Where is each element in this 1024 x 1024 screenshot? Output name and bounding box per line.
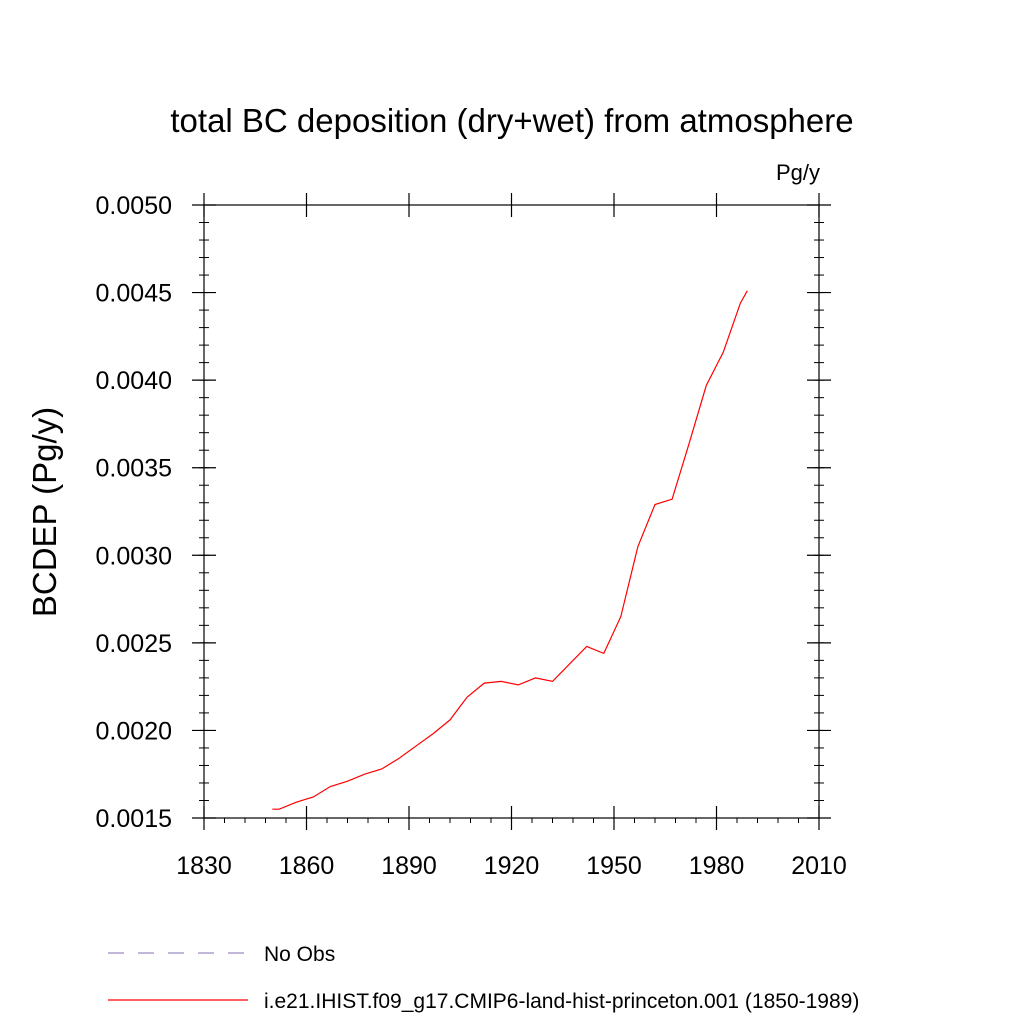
y-tick-label: 0.0030	[96, 542, 172, 570]
y-tick-label: 0.0045	[96, 280, 172, 308]
y-tick-label: 0.0035	[96, 455, 172, 483]
y-tick-label: 0.0040	[96, 367, 172, 395]
chart-title: total BC deposition (dry+wet) from atmos…	[170, 102, 853, 139]
x-tick-label: 1980	[689, 852, 745, 880]
units-label: Pg/y	[776, 160, 820, 185]
x-tick-label: 1920	[484, 852, 540, 880]
x-tick-label: 1950	[586, 852, 642, 880]
x-tick-label: 1890	[381, 852, 437, 880]
x-tick-label: 1860	[279, 852, 335, 880]
y-axis-label: BCDEP (Pg/y)	[26, 407, 63, 617]
y-tick-label: 0.0025	[96, 630, 172, 658]
legend-label-1: i.e21.IHIST.f09_g17.CMIP6-land-hist-prin…	[264, 990, 859, 1013]
y-tick-labels: 0.0015 0.0020 0.0025 0.0030 0.0035 0.0040 0.00…	[96, 192, 172, 833]
legend: No Obs i.e21.IHIST.f09_g17.CMIP6-land-his…	[108, 943, 859, 1013]
plot-frame	[203, 204, 820, 819]
y-tick-label: 0.0015	[96, 805, 172, 833]
legend-label-0: No Obs	[264, 943, 335, 966]
axis-ticks	[192, 193, 831, 830]
x-tick-label: 1830	[176, 852, 232, 880]
y-tick-label: 0.0050	[96, 192, 172, 220]
x-tick-label: 2010	[791, 852, 847, 880]
series-lines	[272, 290, 748, 810]
series-line-1	[272, 290, 748, 810]
x-tick-labels: 1830 1860 1890 1920 1950 1980 2010	[176, 852, 847, 880]
y-tick-label: 0.0020	[96, 717, 172, 745]
